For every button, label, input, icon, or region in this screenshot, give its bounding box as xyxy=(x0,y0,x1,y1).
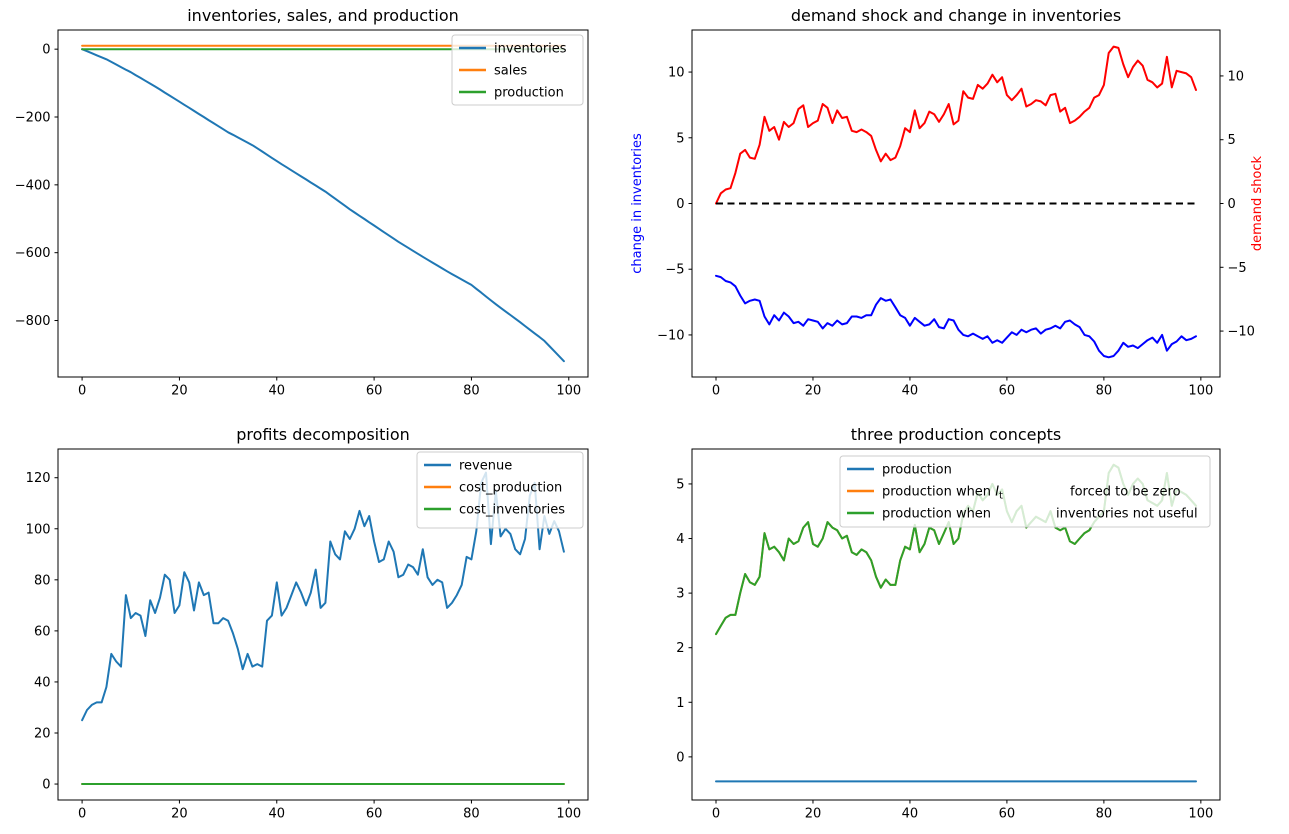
legend-label: cost_inventories xyxy=(459,503,565,518)
x-tick-label: 60 xyxy=(999,807,1016,822)
y-tick-label: 0 xyxy=(676,750,684,765)
x-tick-label: 40 xyxy=(902,807,919,822)
chart-title: profits decomposition xyxy=(236,425,410,444)
y-tick-label-right: 5 xyxy=(1228,133,1236,148)
y-tick-label: 0 xyxy=(42,43,50,58)
x-tick-label: 100 xyxy=(556,384,581,399)
legend-box xyxy=(416,451,584,529)
series-demand-shock xyxy=(715,45,1197,205)
legend-label: sales xyxy=(494,64,527,79)
chart-title: inventories, sales, and production xyxy=(187,6,459,25)
x-tick-label: 100 xyxy=(556,807,581,822)
y-tick-label: 5 xyxy=(676,131,684,146)
y-tick-label: 2 xyxy=(676,641,684,656)
x-tick-label: 20 xyxy=(805,807,822,822)
y-tick-label: 120 xyxy=(26,471,51,486)
x-tick-label: 0 xyxy=(712,807,720,822)
y-tick-label: 0 xyxy=(42,778,50,793)
x-tick-label: 20 xyxy=(805,384,822,399)
legend-label: production xyxy=(882,463,952,478)
legend: production production when It forced to be… xyxy=(839,455,1211,528)
y-tick-label-right: −10 xyxy=(1228,325,1255,340)
subplot-profits-decomposition: 0 20 40 60 80 100 0 20 40 60 80 100 120 profits decom… xyxy=(26,425,589,822)
y-tick-label: 10 xyxy=(668,66,685,81)
y-tick-label: −800 xyxy=(15,314,51,329)
y-axis-ticks-left: 0 1 2 3 4 5 xyxy=(676,477,692,765)
y-tick-label: 0 xyxy=(676,197,684,212)
x-tick-label: 40 xyxy=(268,807,285,822)
x-tick-label: 0 xyxy=(712,384,720,399)
subplot-demand-shock-change-in-inventories: 0 20 40 60 80 100 10 5 0 −5 −10 10 5 0 −5 −10 demand sho… xyxy=(630,6,1265,399)
legend: inventories sales production xyxy=(451,34,584,106)
y-tick-label: 100 xyxy=(26,522,51,537)
subplot-three-production-concepts: 0 20 40 60 80 100 0 1 2 3 4 5 three production conce… xyxy=(676,425,1221,822)
y-tick-label-right: 0 xyxy=(1228,197,1236,212)
x-tick-label: 100 xyxy=(1188,807,1213,822)
y-axis-ticks-left: 0 −200 −400 −600 −800 xyxy=(15,43,58,329)
y-tick-label: 20 xyxy=(34,726,51,741)
axes-frame xyxy=(691,448,1221,801)
legend-box xyxy=(839,455,1211,528)
series-inventories xyxy=(81,48,565,363)
y-axis-ticks-left: 10 5 0 −5 −10 xyxy=(657,66,692,343)
x-tick-label: 60 xyxy=(366,807,383,822)
x-tick-label: 80 xyxy=(1096,807,1113,822)
y-tick-label: 3 xyxy=(676,587,684,602)
y-tick-label: 40 xyxy=(34,675,51,690)
series-change-in-inventories xyxy=(715,274,1197,359)
x-axis-ticks: 0 20 40 60 80 100 xyxy=(78,377,581,399)
legend-label: production when inventories not useful xyxy=(882,507,1198,522)
subplot-inventories-sales-production: 0 20 40 60 80 100 0 −200 −400 −600 −800 inventories… xyxy=(15,6,589,399)
x-tick-label: 100 xyxy=(1188,384,1213,399)
axes-frame xyxy=(57,448,589,801)
x-axis-ticks: 0 20 40 60 80 100 xyxy=(712,377,1213,399)
legend: revenue cost_production cost_inventories xyxy=(416,451,584,529)
y-tick-label: 5 xyxy=(676,477,684,492)
x-tick-label: 80 xyxy=(463,384,480,399)
x-tick-label: 80 xyxy=(463,807,480,822)
legend-label: revenue xyxy=(459,459,512,474)
x-tick-label: 80 xyxy=(1096,384,1113,399)
y-axis-ticks-right: 10 5 0 −5 −10 xyxy=(1220,69,1255,340)
x-tick-label: 60 xyxy=(366,384,383,399)
x-tick-label: 20 xyxy=(171,807,188,822)
x-axis-ticks: 0 20 40 60 80 100 xyxy=(712,800,1213,822)
legend-label: production when It forced to be zero xyxy=(882,485,1181,502)
y-axis-ticks-left: 0 20 40 60 80 100 120 xyxy=(26,471,58,793)
x-tick-label: 40 xyxy=(268,384,285,399)
y-tick-label: −600 xyxy=(15,246,51,261)
y-tick-label: 80 xyxy=(34,573,51,588)
y-tick-label: −400 xyxy=(15,178,51,193)
chart-title: three production concepts xyxy=(851,425,1062,444)
axes-frame xyxy=(57,29,589,378)
y-tick-label-right: 10 xyxy=(1228,69,1245,84)
y-axis-label-right: demand shock xyxy=(1250,155,1265,251)
y-axis-label-left: change in inventories xyxy=(630,133,645,274)
x-axis-ticks: 0 20 40 60 80 100 xyxy=(78,800,581,822)
chart-title: demand shock and change in inventories xyxy=(791,6,1121,25)
y-tick-label: −5 xyxy=(665,263,684,278)
x-tick-label: 40 xyxy=(902,384,919,399)
y-tick-label: −200 xyxy=(15,111,51,126)
y-tick-label: 1 xyxy=(676,696,684,711)
y-tick-label-right: −5 xyxy=(1228,261,1247,276)
y-tick-label: −10 xyxy=(657,328,684,343)
x-tick-label: 0 xyxy=(78,807,86,822)
x-tick-label: 60 xyxy=(999,384,1016,399)
y-tick-label: 60 xyxy=(34,624,51,639)
x-tick-label: 20 xyxy=(171,384,188,399)
legend-box xyxy=(451,34,584,106)
legend-label: production xyxy=(494,86,564,101)
legend-label: inventories xyxy=(494,42,567,57)
legend-label: cost_production xyxy=(459,481,562,496)
y-tick-label: 4 xyxy=(676,532,684,547)
x-tick-label: 0 xyxy=(78,384,86,399)
